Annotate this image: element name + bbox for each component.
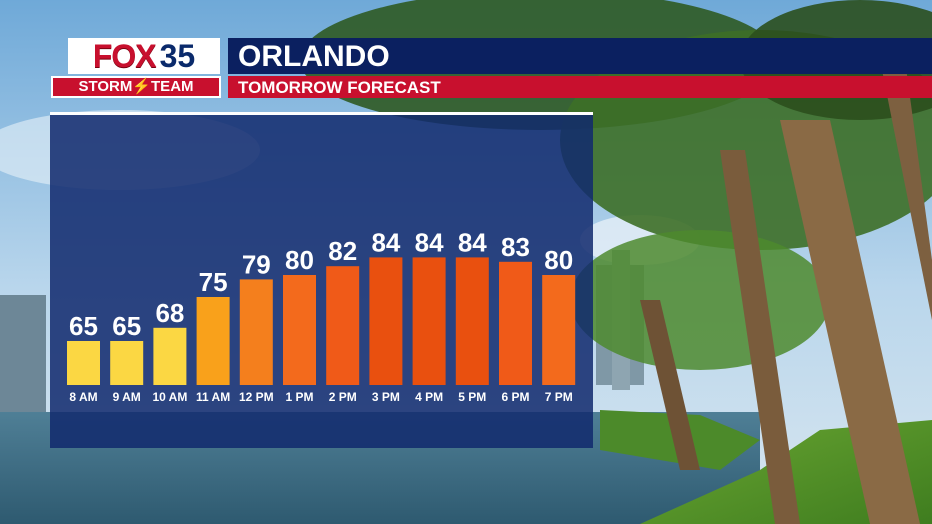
logo-storm-team: STORM⚡TEAM: [51, 76, 221, 98]
category-label: 2 PM: [329, 390, 357, 404]
bar-2-pm: [326, 266, 360, 385]
logo-fox-text: FOX: [92, 37, 157, 74]
value-label: 68: [155, 298, 184, 328]
hourly-temperature-chart: 65 8 AM 65 9 AM 68 10 AM 75 11 AM 79 12 PM 80 1 PM 8…: [67, 227, 576, 404]
page-subtitle: TOMORROW FORECAST: [228, 76, 932, 98]
category-label: 6 PM: [501, 390, 529, 404]
bar-8-am: [67, 341, 100, 385]
bar-12-pm: [239, 279, 273, 385]
value-label: 84: [415, 227, 444, 257]
bar-7-pm: [542, 275, 576, 385]
bar-11-am: [196, 297, 230, 385]
fox35-storm-team-logo: FOX 35 STORM⚡TEAM: [51, 38, 221, 98]
bar-4-pm: [412, 257, 446, 385]
bar-1-pm: [283, 275, 316, 385]
category-label: 10 AM: [152, 390, 187, 404]
logo-top: FOX 35: [68, 38, 220, 74]
value-label: 84: [458, 227, 487, 257]
category-label: 3 PM: [372, 390, 400, 404]
value-label: 79: [242, 249, 271, 279]
bar-5-pm: [455, 257, 489, 385]
value-label: 80: [544, 245, 573, 275]
category-label: 1 PM: [285, 390, 313, 404]
value-label: 83: [501, 232, 530, 262]
bar-3-pm: [369, 257, 403, 385]
value-label: 80: [285, 245, 314, 275]
value-label: 82: [328, 236, 357, 266]
category-label: 7 PM: [545, 390, 573, 404]
value-label: 84: [371, 227, 400, 257]
bar-10-am: [153, 327, 187, 385]
category-label: 12 PM: [239, 390, 274, 404]
value-label: 65: [69, 311, 98, 341]
bar-9-am: [110, 341, 144, 385]
category-label: 8 AM: [69, 390, 97, 404]
category-label: 4 PM: [415, 390, 443, 404]
bar-6-pm: [499, 261, 532, 385]
value-label: 65: [112, 311, 141, 341]
category-label: 11 AM: [196, 390, 230, 404]
category-label: 9 AM: [113, 390, 141, 404]
logo-number-text: 35: [159, 37, 196, 74]
category-label: 5 PM: [458, 390, 486, 404]
value-label: 75: [199, 267, 228, 297]
page-title: ORLANDO: [228, 38, 932, 74]
